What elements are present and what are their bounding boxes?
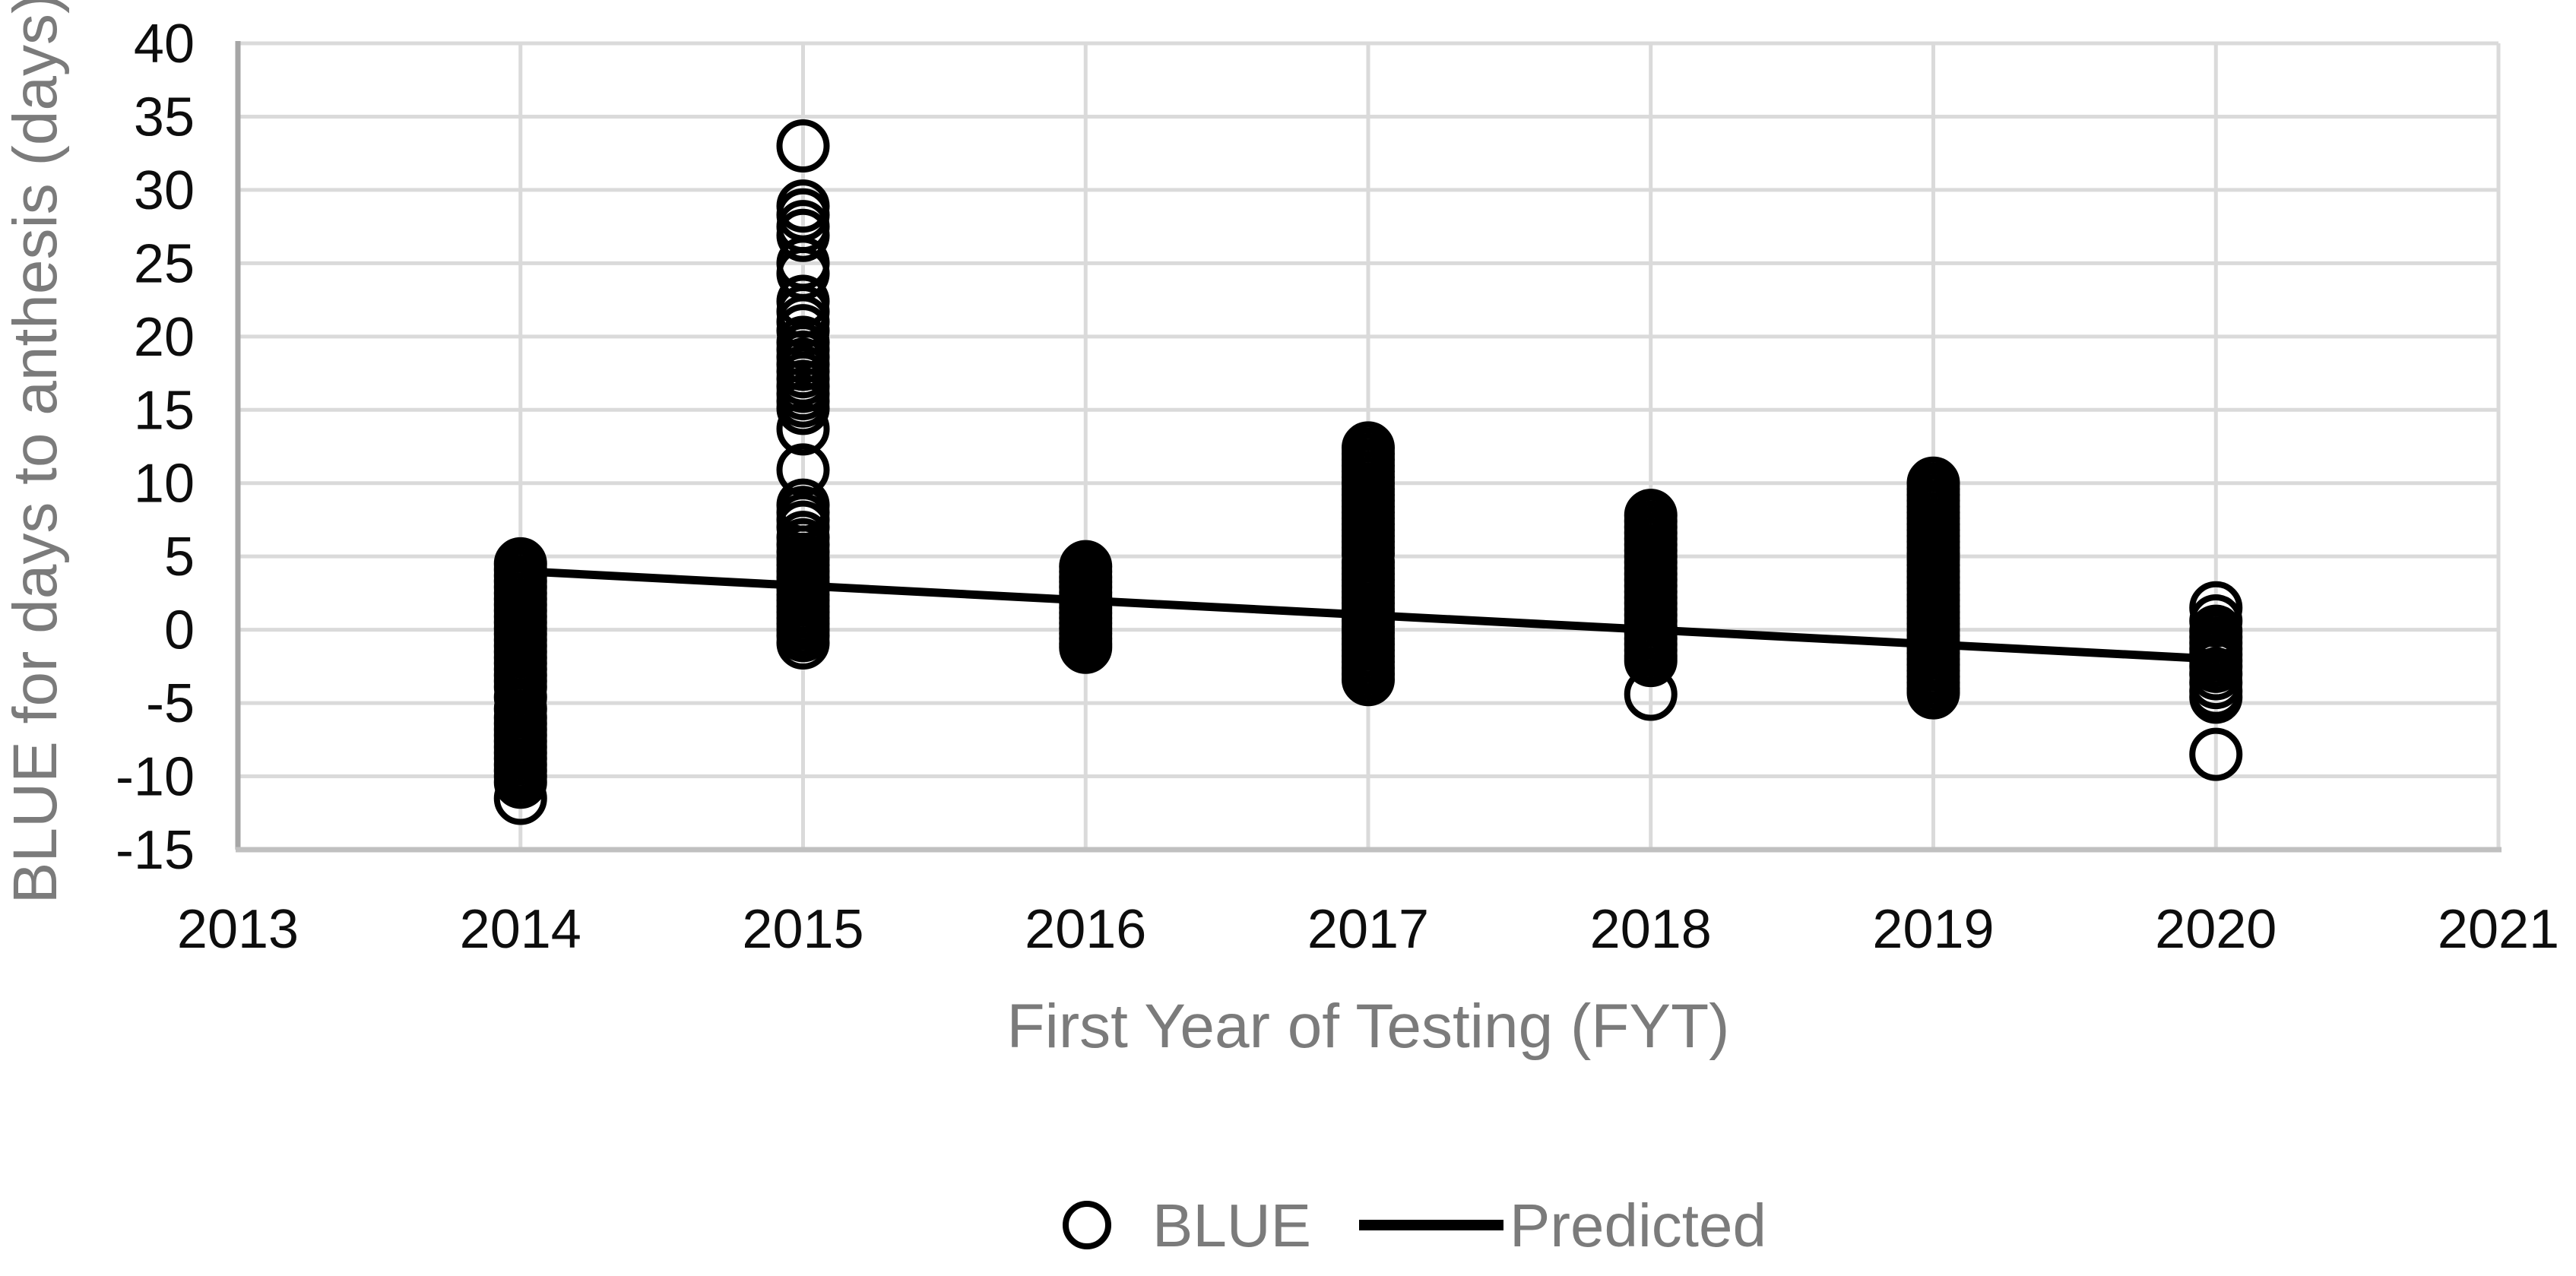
y-tick-label: 5 <box>164 527 195 587</box>
x-tick-label: 2020 <box>2155 899 2277 960</box>
blue-data-point <box>776 616 830 670</box>
y-tick-label: 15 <box>134 380 195 441</box>
blue-data-point <box>493 755 547 809</box>
blue-data-point <box>776 208 830 262</box>
blue-data-point <box>1059 620 1113 674</box>
blue-data-point <box>1906 666 1960 720</box>
blue-data-point <box>2189 727 2243 781</box>
x-tick-label: 2016 <box>1025 899 1146 960</box>
x-tick-label: 2014 <box>460 899 581 960</box>
legend-blue-label: BLUE <box>1152 1192 1311 1259</box>
blue-data-point <box>2189 670 2243 724</box>
x-tick-label: 2018 <box>1590 899 1712 960</box>
y-tick-label: 40 <box>134 14 195 74</box>
y-tick-label: -5 <box>146 673 195 734</box>
x-axis-title: First Year of Testing (FYT) <box>1007 992 1730 1061</box>
blue-data-point <box>1624 634 1678 688</box>
axis-lines-layer <box>235 41 2502 853</box>
data-series-layer <box>493 119 2243 825</box>
y-tick-label: 0 <box>164 600 195 661</box>
blue-data-point <box>776 119 830 173</box>
y-tick-label: 25 <box>134 233 195 294</box>
blue-data-point <box>1342 653 1395 707</box>
y-axis-title: BLUE for days to anthesis (days) <box>1 0 70 904</box>
legend-predicted-label: Predicted <box>1510 1192 1766 1259</box>
y-tick-label: 30 <box>134 160 195 221</box>
x-tick-label: 2013 <box>177 899 299 960</box>
blue-data-point <box>1624 667 1678 721</box>
y-tick-label: -15 <box>116 820 195 881</box>
x-tick-label: 2017 <box>1307 899 1429 960</box>
y-tick-label: 35 <box>134 87 195 147</box>
x-tick-label: 2019 <box>1872 899 1994 960</box>
x-tick-label: 2015 <box>742 899 863 960</box>
blue-data-point <box>493 771 547 825</box>
legend: BLUE Predicted <box>1063 1192 1766 1259</box>
blue-data-point <box>776 382 830 435</box>
x-tick-label: 2021 <box>2438 899 2559 960</box>
y-tick-label: 20 <box>134 307 195 368</box>
blue-data-point <box>776 402 830 456</box>
legend-blue-marker-icon <box>1063 1201 1111 1249</box>
y-tick-label: 10 <box>134 454 195 515</box>
y-tick-label: -10 <box>116 747 195 808</box>
